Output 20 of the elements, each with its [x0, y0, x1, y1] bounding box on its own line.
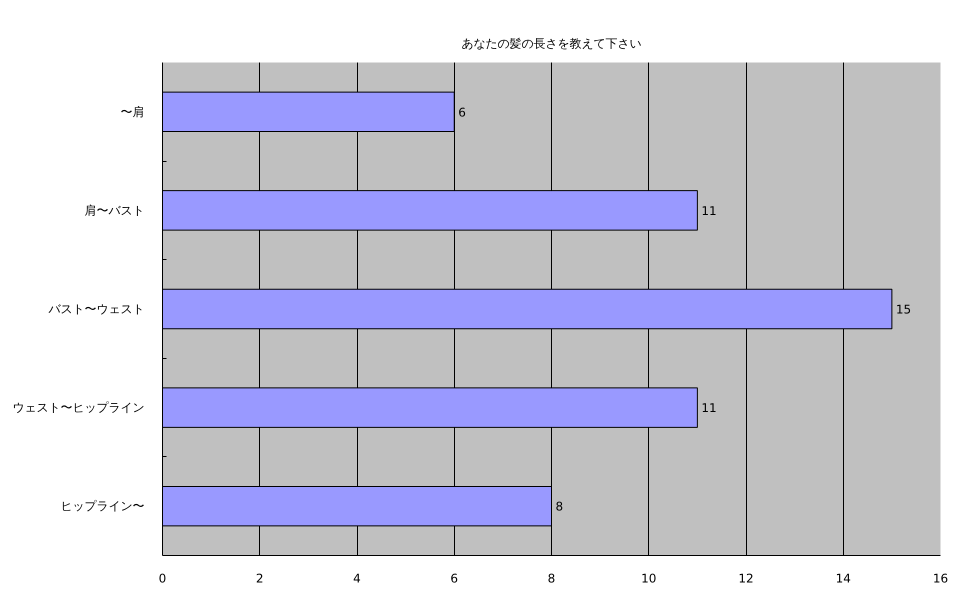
x-tick-label: 4: [353, 572, 361, 586]
data-label: 15: [896, 302, 912, 316]
data-label: 11: [701, 401, 717, 416]
y-tick-label: 肩〜バスト: [84, 203, 144, 218]
x-tick-label: 10: [641, 572, 656, 586]
y-tick-label: バスト〜ウェスト: [48, 302, 144, 316]
y-tick-label: 〜肩: [120, 104, 144, 119]
x-tick-label: 6: [450, 572, 458, 586]
x-tick-label: 2: [256, 572, 264, 586]
x-tick-label: 0: [158, 572, 166, 586]
x-tick-label: 12: [738, 572, 754, 586]
data-label: 6: [458, 105, 466, 120]
y-tick-label: ヒップライン〜: [60, 499, 144, 514]
data-label: 11: [701, 204, 717, 218]
x-tick-label: 16: [932, 572, 948, 586]
x-tick-label: 14: [836, 572, 851, 586]
y-tick-label: ウェスト〜ヒップライン: [12, 400, 144, 415]
chart-title: あなたの髪の長さを教えて下さい: [462, 36, 642, 50]
data-label: 8: [556, 500, 564, 514]
x-tick-label: 8: [548, 572, 556, 586]
